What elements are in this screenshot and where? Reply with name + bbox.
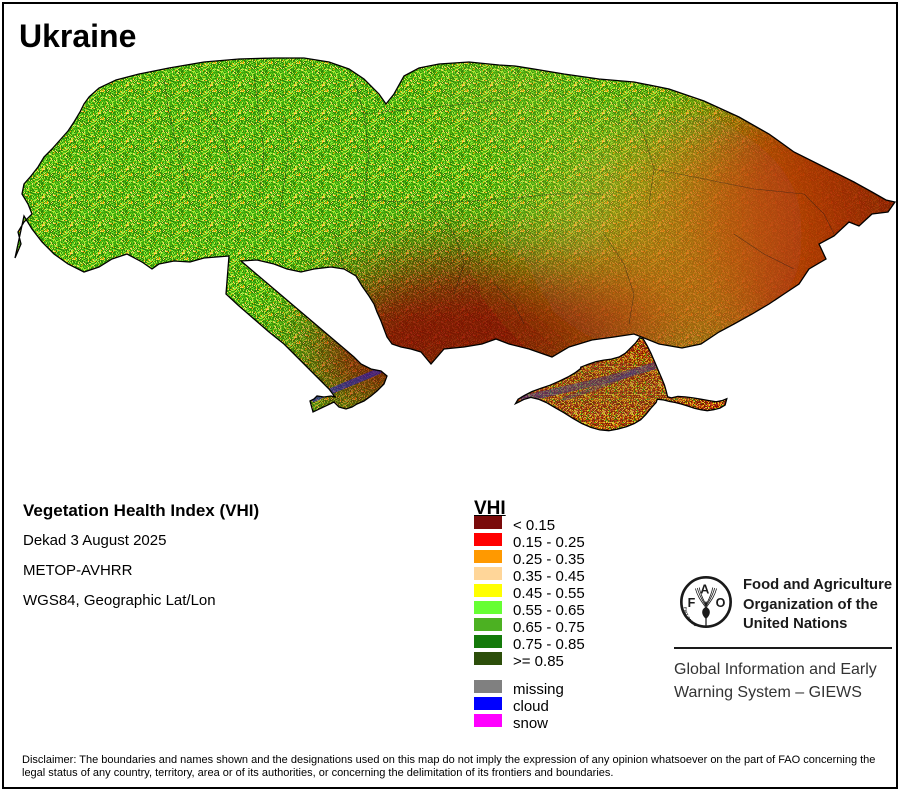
svg-text:F: F xyxy=(688,596,696,610)
svg-text:O: O xyxy=(716,596,726,610)
svg-text:A: A xyxy=(700,582,709,596)
